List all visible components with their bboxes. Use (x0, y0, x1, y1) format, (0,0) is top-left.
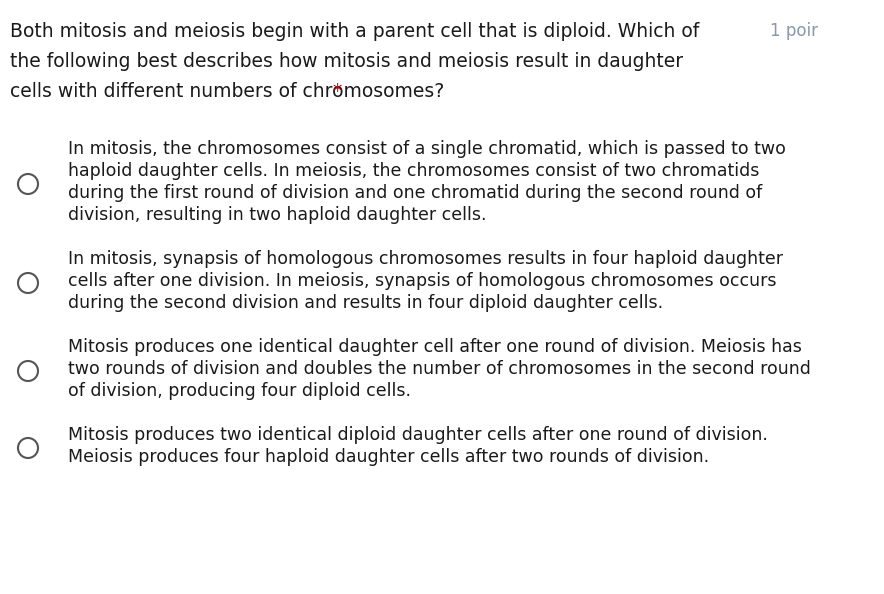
Text: 1 poir: 1 poir (770, 22, 818, 40)
Text: In mitosis, synapsis of homologous chromosomes results in four haploid daughter: In mitosis, synapsis of homologous chrom… (68, 250, 783, 268)
Text: the following best describes how mitosis and meiosis result in daughter: the following best describes how mitosis… (10, 52, 683, 71)
Text: division, resulting in two haploid daughter cells.: division, resulting in two haploid daugh… (68, 206, 486, 224)
Text: during the second division and results in four diploid daughter cells.: during the second division and results i… (68, 294, 663, 312)
Text: of division, producing four diploid cells.: of division, producing four diploid cell… (68, 382, 411, 400)
Text: *: * (327, 82, 342, 101)
Text: during the first round of division and one chromatid during the second round of: during the first round of division and o… (68, 184, 762, 202)
Text: In mitosis, the chromosomes consist of a single chromatid, which is passed to tw: In mitosis, the chromosomes consist of a… (68, 140, 786, 158)
Text: cells after one division. In meiosis, synapsis of homologous chromosomes occurs: cells after one division. In meiosis, sy… (68, 272, 776, 290)
Text: Both mitosis and meiosis begin with a parent cell that is diploid. Which of: Both mitosis and meiosis begin with a pa… (10, 22, 699, 41)
Text: Mitosis produces one identical daughter cell after one round of division. Meiosi: Mitosis produces one identical daughter … (68, 338, 802, 356)
Text: cells with different numbers of chromosomes?: cells with different numbers of chromoso… (10, 82, 445, 101)
Text: Meiosis produces four haploid daughter cells after two rounds of division.: Meiosis produces four haploid daughter c… (68, 448, 709, 466)
Text: haploid daughter cells. In meiosis, the chromosomes consist of two chromatids: haploid daughter cells. In meiosis, the … (68, 162, 759, 180)
Text: two rounds of division and doubles the number of chromosomes in the second round: two rounds of division and doubles the n… (68, 360, 811, 378)
Text: Mitosis produces two identical diploid daughter cells after one round of divisio: Mitosis produces two identical diploid d… (68, 426, 768, 444)
